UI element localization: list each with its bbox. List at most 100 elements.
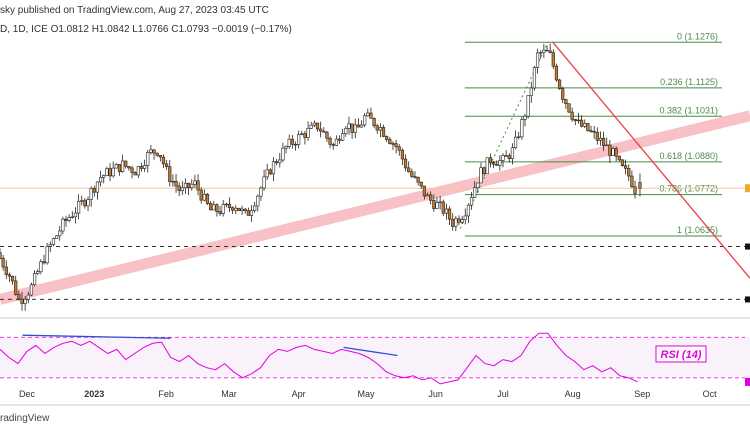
candle-body xyxy=(121,160,125,173)
candle-body xyxy=(608,144,612,156)
candle-body xyxy=(73,212,78,218)
candle-body xyxy=(438,201,442,203)
candle-body xyxy=(23,298,27,304)
candle-body xyxy=(359,124,364,128)
level-marker xyxy=(745,296,750,303)
candle-body xyxy=(39,261,43,273)
x-tick-label: Jun xyxy=(428,389,443,399)
candle-body xyxy=(520,119,524,138)
candle-body xyxy=(209,203,213,211)
x-tick-label: Dec xyxy=(19,389,36,399)
candle-body xyxy=(155,152,159,156)
candle-body xyxy=(303,133,307,138)
downtrend-line xyxy=(551,41,750,279)
candle-body xyxy=(256,195,260,207)
candle-body xyxy=(557,79,562,89)
candle-body xyxy=(61,218,65,232)
candle-body xyxy=(275,161,279,164)
candle-body xyxy=(570,111,574,120)
candle-body xyxy=(583,123,587,127)
candle-body xyxy=(95,181,100,193)
candle-body xyxy=(482,167,486,175)
ohlc-line: D, 1D, ICE O1.0812 H1.0842 L1.0766 C1.07… xyxy=(0,24,292,35)
candle-body xyxy=(218,211,222,214)
fib-level-label: 0.382 (1.1031) xyxy=(659,105,718,115)
candle-body xyxy=(463,215,467,221)
candle-body xyxy=(564,99,568,105)
candle-body xyxy=(592,130,596,133)
candle-body xyxy=(485,157,489,175)
candle-body xyxy=(42,261,46,264)
candle-body xyxy=(369,112,373,119)
candle-body xyxy=(372,118,376,127)
x-tick-label: Apr xyxy=(292,389,306,399)
candle-body xyxy=(10,275,15,282)
candle-body xyxy=(293,144,298,146)
candle-body xyxy=(567,103,571,113)
candle-body xyxy=(419,181,423,187)
support-lines xyxy=(0,184,750,303)
candle-body xyxy=(391,143,395,145)
candle-body xyxy=(58,230,62,237)
candle-body xyxy=(108,168,112,177)
candle-body xyxy=(400,149,404,160)
candle-body xyxy=(576,119,581,122)
candle-body xyxy=(425,194,430,197)
candle-body xyxy=(205,193,210,204)
candle-body xyxy=(20,298,24,304)
candle-body xyxy=(221,204,225,214)
candle-body xyxy=(202,193,206,201)
candle-body xyxy=(249,210,254,216)
candle-body xyxy=(366,112,370,117)
candle-body xyxy=(466,204,471,217)
candle-body xyxy=(227,203,232,208)
candle-body xyxy=(410,171,414,177)
candle-body xyxy=(331,144,335,146)
candle-body xyxy=(259,187,263,197)
uptrend-band xyxy=(0,110,750,305)
candle-body xyxy=(407,167,411,173)
candle-body xyxy=(306,128,310,138)
candle-body xyxy=(136,166,140,176)
rsi-pane: RSI (14) xyxy=(0,332,750,386)
candle-body xyxy=(290,138,294,145)
candle-body xyxy=(598,138,603,141)
candle-body xyxy=(312,122,316,126)
x-tick-label: Aug xyxy=(565,389,581,399)
candle-body xyxy=(183,182,188,189)
candle-body xyxy=(611,148,615,156)
rsi-divergence-line xyxy=(343,346,398,357)
candle-body xyxy=(325,131,329,139)
fib-level-label: 0.236 (1.1125) xyxy=(660,77,718,87)
candle-body xyxy=(80,200,84,202)
candle-body xyxy=(130,167,134,173)
candle-body xyxy=(268,169,272,175)
candle-body xyxy=(193,180,197,185)
x-tick-label: Oct xyxy=(703,389,718,399)
candle-body xyxy=(98,177,103,183)
candle-body xyxy=(70,216,74,218)
candle-body xyxy=(262,176,266,189)
candle-body xyxy=(319,128,323,132)
candle-body xyxy=(177,185,181,192)
candle-body xyxy=(45,246,49,264)
rsi-label: RSI (14) xyxy=(661,349,702,361)
candle-body xyxy=(300,133,304,135)
candle-body xyxy=(501,155,505,161)
candle-body xyxy=(174,180,178,187)
candle-body xyxy=(491,162,496,165)
candle-body xyxy=(224,203,228,206)
candle-body xyxy=(32,273,37,285)
level-marker xyxy=(745,243,750,250)
candle-body xyxy=(385,136,389,140)
candle-body xyxy=(551,52,555,67)
x-tick-label: May xyxy=(358,389,376,399)
x-tick-label: Mar xyxy=(221,389,237,399)
candle-body xyxy=(517,136,521,138)
candle-body xyxy=(152,149,156,154)
candle-body xyxy=(278,159,282,164)
candle-body xyxy=(573,119,577,122)
rsi-marker xyxy=(745,377,750,386)
candle-body xyxy=(146,152,150,166)
